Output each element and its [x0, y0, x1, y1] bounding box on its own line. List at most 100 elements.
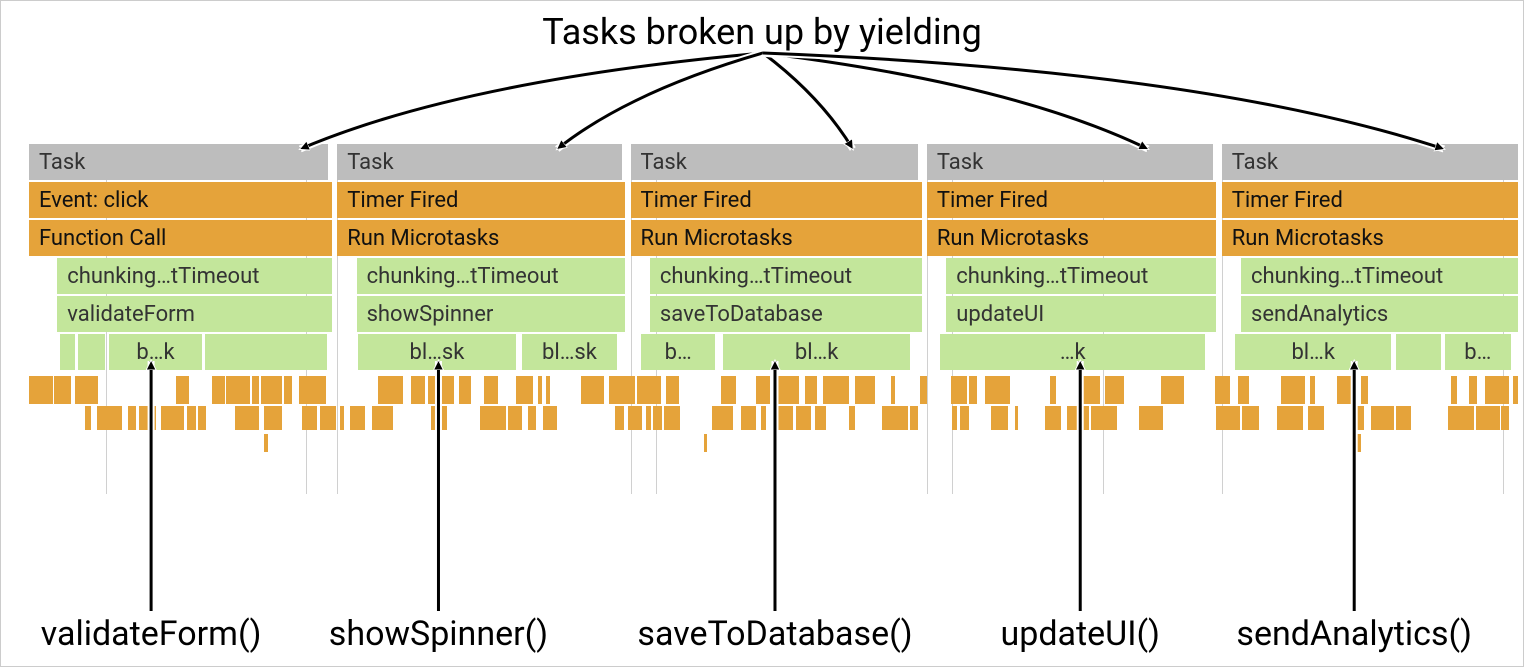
noise-row	[29, 376, 1516, 404]
flame-bar: saveToDatabase	[650, 296, 922, 332]
flame-fragment	[1396, 334, 1441, 370]
noise-bar	[128, 406, 136, 430]
flame-fragment: bl…sk	[358, 334, 516, 370]
noise-bar	[1015, 406, 1018, 430]
flame-bar: Timer Fired	[337, 182, 625, 218]
flame-fragment: b…	[641, 334, 715, 370]
noise-bar	[891, 376, 894, 404]
noise-bar	[252, 376, 259, 404]
flame-bar: updateUI	[946, 296, 1216, 332]
flame-bar: showSpinner	[357, 296, 626, 332]
noise-bar	[1469, 376, 1477, 404]
flame-fragment	[205, 334, 327, 370]
flame-row: validateForm showSpinner saveToDatabase upd…	[29, 296, 1516, 332]
flame-row: Event: clickTimer FiredTimer FiredTimer …	[29, 182, 1516, 218]
noise-bar	[1139, 406, 1162, 430]
flame-bar: validateForm	[57, 296, 332, 332]
noise-bar	[796, 406, 811, 430]
noise-bar	[139, 406, 156, 430]
flame-bar: chunking…tTimeout	[946, 258, 1216, 294]
noise-bar	[761, 406, 767, 430]
noise-bar	[1361, 376, 1368, 404]
flame-bar: Run Microtasks	[1222, 220, 1518, 256]
flame-fragment: b…	[1445, 334, 1511, 370]
noise-bar	[920, 376, 928, 404]
noise-bar	[855, 376, 875, 404]
noise-bar	[805, 376, 817, 404]
noise-bar	[431, 406, 448, 430]
noise-bar	[772, 376, 799, 404]
noise-bar	[528, 406, 536, 430]
noise-bar	[378, 376, 402, 404]
noise-bar	[264, 406, 282, 430]
noise-bar	[1513, 376, 1518, 404]
noise-bar	[1082, 376, 1100, 404]
flame-row: Function CallRun MicrotasksRun Microtask…	[29, 220, 1516, 256]
noise-bar	[637, 376, 661, 404]
flame-bar: Run Microtasks	[631, 220, 922, 256]
noise-bar	[1451, 376, 1457, 404]
noise-bar	[1281, 376, 1305, 404]
flame-bar: Run Microtasks	[927, 220, 1217, 256]
noise-bar	[85, 406, 91, 430]
noise-bar	[538, 376, 542, 404]
flame-fragment: bl…k	[1235, 334, 1391, 370]
noise-bar	[212, 376, 225, 404]
noise-bar	[320, 406, 337, 430]
noise-bar	[1067, 406, 1089, 430]
bottom-label: updateUI()	[1001, 614, 1160, 654]
flame-row: TaskTaskTaskTaskTask	[29, 144, 1516, 180]
noise-bar	[712, 406, 733, 430]
noise-bar	[75, 376, 98, 404]
noise-bar	[54, 376, 71, 404]
noise-bar	[849, 406, 855, 430]
noise-bar	[721, 376, 736, 404]
noise-bar	[774, 406, 792, 430]
noise-bar	[910, 406, 918, 430]
noise-tick	[264, 434, 268, 452]
noise-bar	[1353, 406, 1364, 430]
noise-bar	[302, 406, 317, 430]
flame-bar: chunking…tTimeout	[650, 258, 922, 294]
noise-bar	[1161, 376, 1184, 404]
noise-bar	[609, 376, 634, 404]
noise-bar	[176, 376, 189, 404]
noise-bar	[187, 406, 196, 430]
flame-bar: Event: click	[29, 182, 332, 218]
noise-bar	[428, 376, 454, 404]
flame-bar: Task	[927, 144, 1213, 180]
flame-fragment: bl…k	[723, 334, 911, 370]
flame-bar: chunking…tTimeout	[1241, 258, 1518, 294]
noise-bar	[459, 376, 471, 404]
noise-bar	[226, 376, 250, 404]
noise-bar	[1371, 406, 1393, 430]
noise-bar	[823, 376, 850, 404]
noise-bar	[508, 406, 522, 430]
noise-bar	[97, 406, 121, 430]
noise-bar	[372, 406, 394, 430]
flame-bar: Timer Fired	[927, 182, 1217, 218]
noise-bar	[756, 376, 771, 404]
noise-bar	[666, 376, 679, 404]
noise-bar	[1242, 406, 1258, 430]
bottom-label: saveToDatabase()	[637, 614, 912, 654]
noise-bar	[1091, 406, 1117, 430]
flame-fragment	[78, 334, 105, 370]
flame-row: chunking…tTimeout chunking…tTimeout chunki…	[29, 258, 1516, 294]
flame-bar: Task	[1222, 144, 1518, 180]
noise-bar	[546, 376, 551, 404]
flame-row: b…kbl…skbl…skb…bl…k…kbl…kb…	[29, 334, 1516, 370]
noise-tick	[704, 434, 708, 452]
noise-bar	[1308, 406, 1324, 430]
noise-bar	[340, 406, 344, 430]
flame-bar: chunking…tTimeout	[57, 258, 332, 294]
noise-bar	[1337, 376, 1355, 404]
noise-bar	[1448, 406, 1474, 430]
noise-bar	[29, 376, 53, 404]
flame-fragment: …k	[940, 334, 1205, 370]
noise-bar	[960, 406, 970, 430]
flame-fragment: b…k	[109, 334, 201, 370]
flame-bar: Run Microtasks	[337, 220, 625, 256]
flame-fragment	[60, 334, 75, 370]
noise-bar	[615, 406, 623, 430]
